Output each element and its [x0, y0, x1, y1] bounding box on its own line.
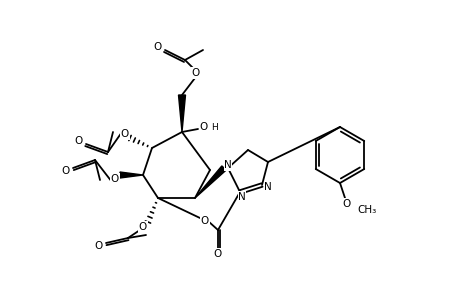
Text: O: O [213, 249, 222, 259]
Text: O: O [75, 136, 83, 146]
Text: O: O [95, 241, 103, 251]
Text: O: O [342, 199, 350, 209]
Text: O: O [191, 68, 200, 78]
Text: N: N [263, 182, 271, 192]
Text: N: N [224, 160, 231, 170]
Text: H: H [211, 122, 218, 131]
Text: O: O [201, 216, 209, 226]
Text: O: O [154, 42, 162, 52]
Text: O: O [111, 174, 119, 184]
Text: O: O [121, 129, 129, 139]
Polygon shape [120, 172, 143, 178]
Text: O: O [139, 222, 147, 232]
Polygon shape [195, 166, 226, 198]
Polygon shape [178, 95, 185, 132]
Text: N: N [238, 192, 246, 202]
Text: O: O [62, 166, 70, 176]
Text: CH₃: CH₃ [356, 205, 375, 215]
Text: O: O [200, 122, 207, 132]
